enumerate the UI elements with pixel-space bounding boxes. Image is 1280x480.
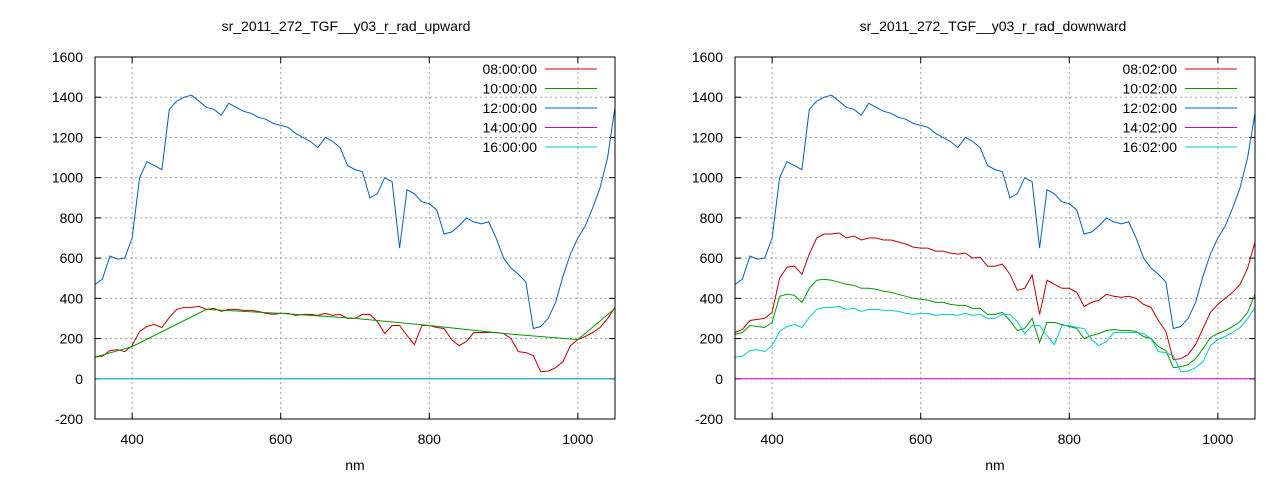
x-tick-label: 600 [909, 431, 933, 447]
series-line-100000 [95, 308, 615, 358]
legend-label: 08:00:00 [483, 61, 538, 77]
plot-frame [94, 56, 616, 420]
series-line-120200 [735, 94, 1255, 330]
plot-frame [734, 56, 1256, 420]
series-line-120000 [95, 94, 615, 330]
legend-label: 10:00:00 [483, 81, 538, 97]
legend-label: 10:02:00 [1123, 81, 1178, 97]
y-tick-label: 800 [700, 210, 724, 226]
x-tick-label: 400 [120, 431, 144, 447]
x-tick-label: 600 [269, 431, 293, 447]
x-axis-label: nm [985, 457, 1004, 473]
legend-label: 16:00:00 [483, 139, 538, 155]
chart-panel-1: sr_2011_272_TGF__y03_r_rad_upward -200 0 20… [52, 18, 616, 473]
y-tick-label: 1000 [692, 170, 723, 186]
y-tick-label: 400 [700, 290, 724, 306]
y-tick-label: 1400 [692, 89, 723, 105]
x-tick-label: 400 [760, 431, 784, 447]
series-line-160200 [735, 305, 1255, 373]
chart-panel-2: sr_2011_272_TGF__y03_r_rad_downward -200 0… [692, 18, 1256, 473]
y-tick-label: 600 [60, 250, 84, 266]
chart-title: sr_2011_272_TGF__y03_r_rad_upward [222, 18, 471, 34]
x-tick-label: 1000 [562, 431, 593, 447]
y-tick-label: 1600 [52, 49, 83, 65]
y-tick-label: 1000 [52, 170, 83, 186]
legend-label: 12:02:00 [1123, 100, 1178, 116]
legend-label: 14:00:00 [483, 120, 538, 136]
legend-label: 16:02:00 [1123, 139, 1178, 155]
y-tick-label: 600 [700, 250, 724, 266]
chart-title: sr_2011_272_TGF__y03_r_rad_downward [860, 18, 1127, 34]
y-tick-label: 1200 [692, 129, 723, 145]
x-axis-label: nm [345, 457, 364, 473]
x-tick-label: 800 [1058, 431, 1082, 447]
y-tick-label: 1200 [52, 129, 83, 145]
y-tick-label: 200 [700, 331, 724, 347]
y-tick-label: 800 [60, 210, 84, 226]
x-tick-label: 800 [418, 431, 442, 447]
legend-label: 08:02:00 [1123, 61, 1178, 77]
y-tick-label: 400 [60, 290, 84, 306]
y-tick-label: 0 [75, 371, 83, 387]
legend-label: 12:00:00 [483, 100, 538, 116]
y-tick-label: 200 [60, 331, 84, 347]
y-tick-label: 1600 [692, 49, 723, 65]
y-tick-label: 1400 [52, 89, 83, 105]
y-tick-label: 0 [715, 371, 723, 387]
y-tick-label: -200 [695, 411, 723, 427]
legend-label: 14:02:00 [1123, 120, 1178, 136]
x-tick-label: 1000 [1202, 431, 1233, 447]
y-tick-label: -200 [55, 411, 83, 427]
series-line-080200 [735, 232, 1255, 361]
series-line-100200 [735, 278, 1255, 369]
